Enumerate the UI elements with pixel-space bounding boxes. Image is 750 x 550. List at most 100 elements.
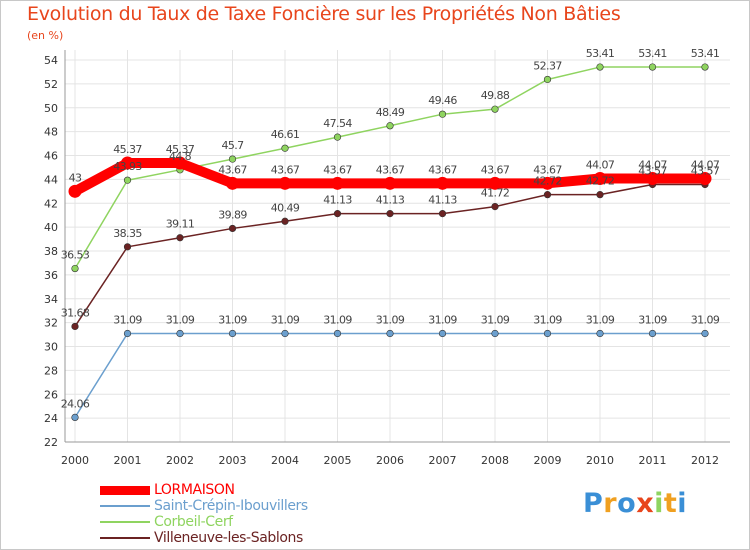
data-point	[543, 191, 552, 199]
data-label: 31.09	[376, 313, 405, 326]
data-label: 31.09	[481, 313, 510, 326]
logo-letter: r	[603, 488, 618, 519]
data-label: 31.68	[61, 306, 90, 319]
data-point	[386, 210, 394, 218]
data-point	[488, 176, 502, 190]
x-tick-label: 2008	[481, 454, 509, 467]
data-point	[701, 63, 709, 71]
data-point	[491, 329, 499, 338]
data-label: 49.46	[428, 94, 457, 107]
data-label: 44.8	[169, 150, 192, 163]
chart-title: Evolution du Taux de Taxe Foncière sur l…	[27, 3, 621, 25]
data-point	[176, 329, 184, 338]
y-tick-label: 24	[44, 412, 58, 425]
data-label: 31.09	[586, 313, 615, 326]
y-tick-label: 42	[44, 197, 58, 210]
plot-area	[65, 50, 730, 442]
data-label: 44.07	[691, 159, 720, 172]
data-label: 43.67	[323, 163, 352, 176]
data-label: 49.88	[481, 89, 510, 102]
data-label: 45.37	[113, 143, 142, 156]
data-label: 38.35	[113, 227, 142, 240]
x-tick-label: 2001	[114, 454, 142, 467]
y-tick-label: 32	[44, 317, 58, 330]
data-label: 31.09	[691, 313, 720, 326]
data-label: 47.54	[323, 117, 352, 130]
legend-swatch	[100, 485, 150, 495]
data-point	[333, 329, 342, 338]
data-point	[281, 217, 289, 225]
data-point	[541, 176, 554, 190]
data-label: 41.13	[376, 194, 405, 207]
data-label: 45.7	[221, 139, 244, 152]
data-label: 31.09	[166, 313, 195, 326]
x-tick-label: 2003	[219, 454, 247, 467]
data-point	[333, 133, 342, 141]
data-label: 43	[69, 171, 82, 184]
x-tick-label: 2002	[166, 454, 194, 467]
data-label: 53.41	[638, 47, 667, 60]
data-label: 41.13	[428, 194, 457, 207]
data-label: 42.72	[586, 175, 615, 188]
y-tick-label: 48	[44, 126, 58, 139]
legend-item: Saint-Crépin-Ibouvillers	[100, 498, 308, 514]
data-point	[438, 210, 447, 218]
legend-swatch	[100, 505, 150, 507]
data-point	[68, 184, 82, 198]
data-point	[123, 176, 132, 184]
data-point	[386, 122, 394, 130]
data-label: 53.41	[691, 47, 720, 60]
data-point	[596, 329, 604, 338]
y-tick-label: 44	[44, 173, 58, 186]
data-point	[331, 176, 344, 190]
data-label: 43.57	[691, 165, 720, 178]
data-label: 52.37	[533, 59, 562, 72]
data-point	[228, 224, 237, 233]
logo-letter: i	[654, 488, 664, 519]
data-label: 45.37	[166, 143, 195, 156]
data-label: 39.11	[166, 218, 195, 231]
data-label: 24.06	[61, 397, 90, 410]
logo-letter: P	[583, 488, 604, 519]
y-tick-label: 30	[44, 341, 58, 354]
proxiti-logo: Proxiti	[583, 488, 687, 519]
y-tick-label: 34	[44, 293, 58, 306]
x-tick-label: 2005	[324, 454, 352, 467]
data-point	[646, 172, 659, 186]
x-tick-label: 2011	[639, 454, 667, 467]
data-point	[333, 210, 342, 218]
data-label: 39.89	[218, 208, 247, 221]
data-point	[543, 75, 552, 84]
data-point	[648, 329, 657, 338]
data-label: 40.49	[271, 201, 300, 214]
data-label: 31.09	[218, 313, 247, 326]
legend-item: Corbeil-Cerf	[100, 514, 308, 530]
data-label: 31.09	[428, 313, 457, 326]
y-tick-label: 26	[44, 388, 58, 401]
data-point	[701, 329, 709, 338]
data-point	[383, 176, 397, 190]
data-point	[386, 329, 394, 338]
data-point	[593, 172, 607, 186]
data-label: 48.49	[376, 106, 405, 119]
x-tick-label: 2006	[376, 454, 404, 467]
data-point	[281, 144, 289, 152]
data-point	[226, 176, 239, 190]
data-label: 36.53	[61, 249, 90, 262]
logo-letter: o	[617, 488, 637, 519]
data-label: 43.67	[428, 163, 457, 176]
data-point	[281, 329, 289, 338]
x-tick-label: 2012	[691, 454, 719, 467]
data-point	[438, 329, 447, 338]
data-label: 43.57	[638, 165, 667, 178]
y-tick-label: 46	[44, 150, 58, 163]
x-tick-label: 2007	[429, 454, 457, 467]
data-label: 43.67	[533, 163, 562, 176]
legend-swatch	[100, 521, 150, 523]
logo-letter: x	[636, 488, 655, 519]
logo-letter: t	[663, 488, 678, 519]
x-tick-label: 2004	[271, 454, 299, 467]
legend-label: Villeneuve-les-Sablons	[154, 530, 303, 546]
y-tick-label: 36	[44, 269, 58, 282]
